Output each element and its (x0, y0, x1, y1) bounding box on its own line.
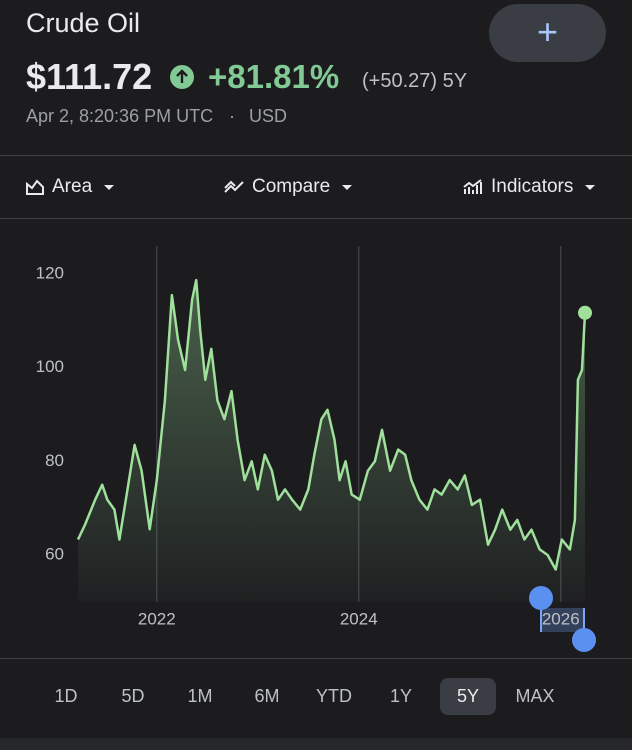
area-button[interactable]: Area (26, 176, 115, 198)
compare-icon (224, 180, 244, 193)
chart: 2022 2024 2026 60 80 100 120 (36, 246, 596, 652)
caret (585, 184, 596, 190)
x-tick-label: 2026 (542, 609, 580, 628)
x-tick-label: 2022 (138, 609, 176, 628)
range-button[interactable]: 5D (121, 686, 145, 706)
divider (0, 218, 632, 219)
x-tick-label: 2024 (340, 609, 378, 628)
compare-label: Compare (252, 176, 331, 197)
divider (0, 658, 632, 659)
last-point (578, 305, 592, 320)
range-button[interactable]: 1Y (389, 686, 413, 706)
title: Crude Oil (26, 8, 141, 38)
price-line (76, 278, 587, 571)
range-button[interactable]: MAX (515, 686, 555, 706)
range-button[interactable]: 6M (254, 686, 280, 706)
indicators-icon (463, 179, 482, 194)
area-fill (78, 280, 585, 602)
range-button[interactable]: 5Y (440, 678, 496, 715)
caret (342, 184, 353, 190)
area-icon (26, 179, 44, 195)
y-tick-label: 80 (45, 451, 64, 470)
separator: · (229, 106, 235, 126)
currency: USD (249, 106, 288, 126)
selection-handle[interactable] (572, 628, 596, 652)
area-label: Area (52, 176, 93, 197)
indicators-label: Indicators (491, 176, 574, 197)
caret (104, 184, 115, 190)
y-tick-label: 120 (36, 263, 64, 282)
price: $111.72 (26, 56, 153, 97)
y-tick-label: 60 (45, 544, 64, 563)
timestamp: Apr 2, 8:20:36 PM UTC (26, 106, 214, 126)
change-percent: +81.81% (208, 58, 340, 95)
range-button[interactable]: YTD (316, 686, 352, 706)
range-button[interactable]: 1M (187, 686, 213, 706)
up-icon (170, 65, 194, 89)
range-button[interactable]: 1D (54, 686, 78, 706)
bottom-strip (0, 738, 632, 750)
compare-button[interactable]: Compare (224, 176, 353, 198)
selection-handle[interactable] (529, 586, 553, 610)
indicators-button[interactable]: Indicators (463, 176, 596, 198)
divider (0, 155, 632, 156)
y-tick-label: 100 (36, 357, 64, 376)
add-button[interactable]: + (489, 4, 606, 62)
change-abs: (+50.27) 5Y (362, 70, 468, 92)
range-bar: 1D 5D 1M 6M YTD 1Y 5Y MAX (38, 678, 563, 715)
selection-highlight (540, 608, 584, 632)
